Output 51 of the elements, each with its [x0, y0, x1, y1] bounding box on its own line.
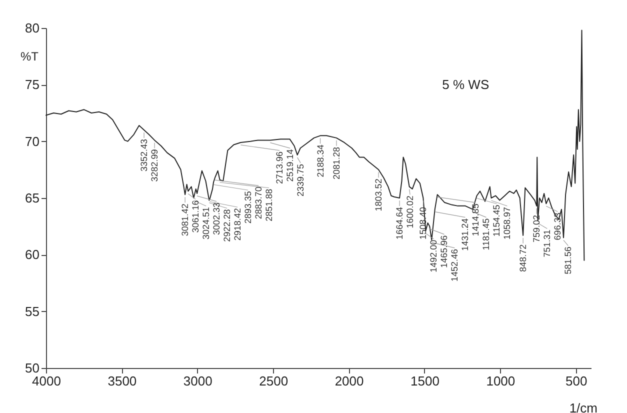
y-axis-title: %T [20, 50, 40, 64]
annotation: 1181.45 [481, 218, 492, 250]
annotation: 1431.24 [460, 218, 470, 251]
y-tick-label: 65 [25, 190, 40, 206]
annotation: 1508.40 [418, 207, 428, 240]
annotation: 5 % WS [442, 77, 490, 92]
annotation: 3024.51 [201, 207, 212, 240]
y-tick-label: 50 [25, 360, 40, 376]
annotation: 2893.35 [243, 191, 254, 224]
annotation: 3002.33 [212, 202, 222, 236]
annotation: 759.02 [532, 214, 542, 242]
annotation: 2339.75 [296, 164, 306, 196]
annotation: 581.56 [563, 246, 574, 274]
annotation: 1600.02 [405, 196, 416, 228]
annotation: 3352.43 [139, 139, 150, 172]
y-tick-label: 60 [25, 247, 40, 262]
annotation: 1492.00 [428, 240, 439, 272]
x-tick-label: 2000 [334, 374, 364, 388]
x-tick-label: 2500 [259, 374, 288, 388]
annotation: 1414.85 [470, 204, 481, 236]
annotation: 1058.97 [502, 207, 512, 240]
annotation: 1664.64 [394, 207, 405, 240]
annotation: 2918.42 [232, 208, 243, 241]
annotation: 1803.52 [374, 178, 384, 212]
x-tick-label: 4000 [32, 374, 61, 388]
y-tick-label: 70 [25, 134, 40, 149]
annotation: 3081.42 [180, 204, 190, 236]
annotation: 3061.16 [190, 200, 201, 233]
x-tick-label: 1500 [410, 374, 440, 388]
annotation: 2851.88 [264, 188, 274, 222]
y-tick-label: 80 [25, 20, 40, 36]
annotation: 2519.14 [285, 149, 296, 182]
x-tick-label: 3500 [108, 374, 137, 388]
annotation: 2883.70 [254, 186, 264, 220]
x-tick-label: 500 [566, 374, 588, 388]
annotation: 848.72 [518, 244, 528, 272]
x-tick-label: 1000 [486, 374, 516, 388]
annotation: 3282.99 [150, 149, 160, 182]
x-axis-title: 1/cm [569, 400, 598, 413]
annotation: 2188.34 [315, 144, 326, 178]
annotation: 2081.28 [331, 146, 342, 180]
annotation: 1452.46 [450, 248, 460, 282]
x-tick-label: 3000 [183, 374, 212, 388]
annotation: 2922.28 [222, 209, 232, 242]
annotation: 696.33 [552, 212, 563, 240]
y-tick-label: 55 [25, 304, 40, 319]
annotation: 2713.96 [274, 151, 285, 184]
annotation: 1465.96 [439, 235, 450, 268]
annotation: 751.31 [542, 230, 552, 258]
annotation: 1154.45 [492, 204, 502, 237]
y-tick-label: 75 [25, 77, 40, 92]
